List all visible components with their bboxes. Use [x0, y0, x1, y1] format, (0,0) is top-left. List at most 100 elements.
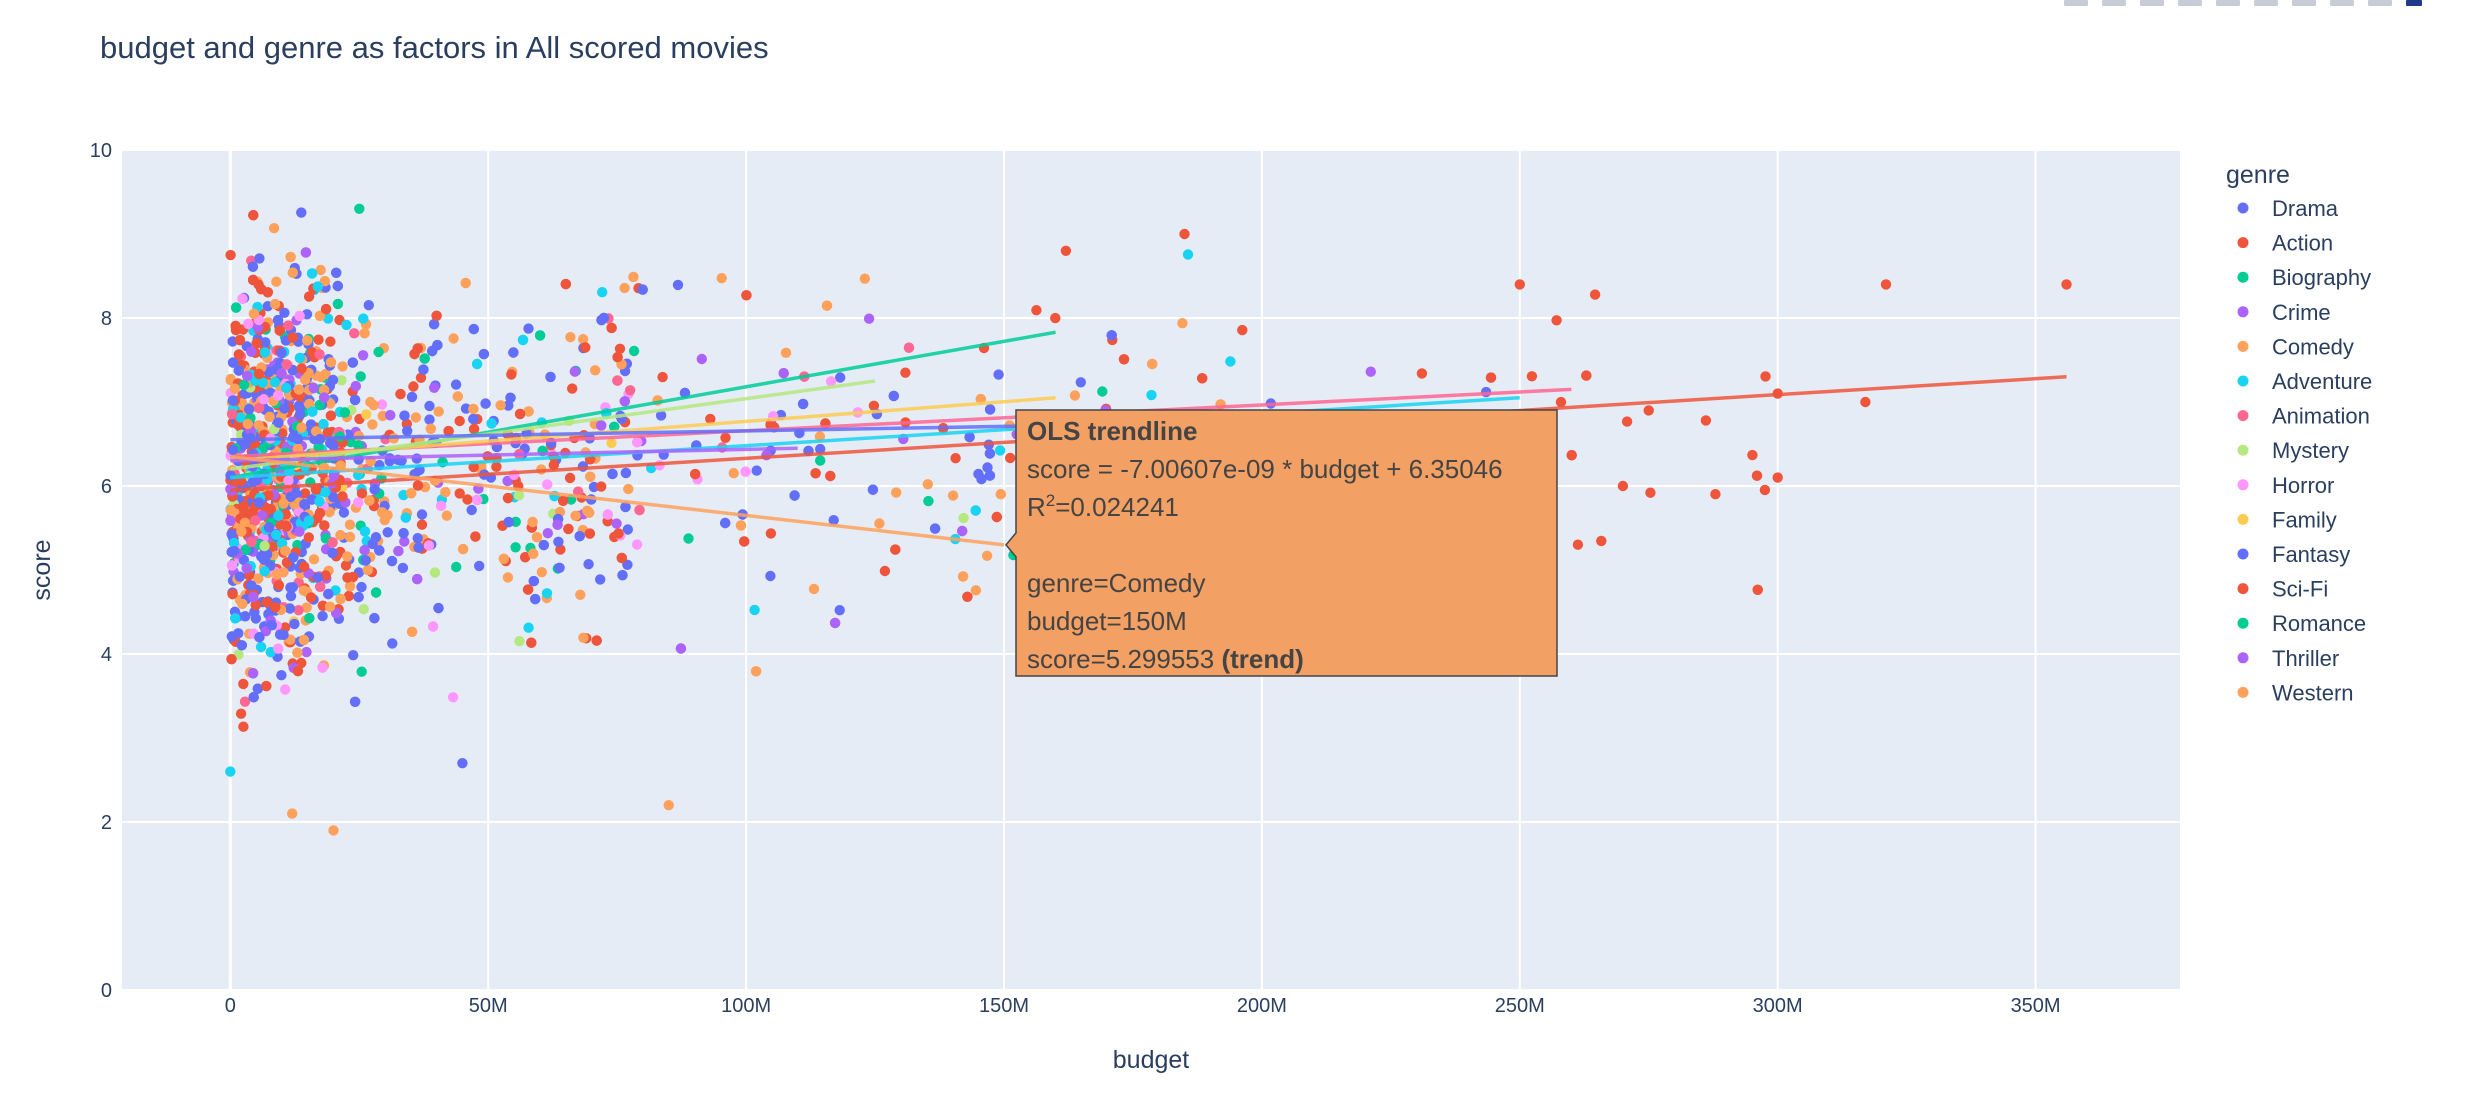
- data-point[interactable]: [387, 638, 398, 649]
- data-point[interactable]: [450, 379, 462, 390]
- data-point[interactable]: [271, 529, 282, 540]
- data-point[interactable]: [285, 251, 296, 263]
- data-point[interactable]: [628, 271, 639, 283]
- data-point[interactable]: [962, 591, 973, 602]
- data-point[interactable]: [319, 276, 331, 287]
- data-point[interactable]: [970, 505, 981, 516]
- data-point[interactable]: [293, 384, 305, 395]
- data-point[interactable]: [735, 520, 747, 531]
- data-point[interactable]: [305, 592, 317, 603]
- data-point[interactable]: [1747, 449, 1758, 461]
- data-point[interactable]: [527, 516, 538, 528]
- data-point[interactable]: [363, 300, 374, 311]
- data-point[interactable]: [313, 442, 324, 453]
- data-point[interactable]: [834, 605, 845, 616]
- data-point[interactable]: [1416, 368, 1428, 379]
- data-point[interactable]: [276, 347, 287, 358]
- data-point[interactable]: [542, 528, 553, 539]
- data-point[interactable]: [412, 573, 423, 585]
- data-point[interactable]: [1621, 416, 1633, 427]
- data-point[interactable]: [815, 443, 826, 455]
- data-point[interactable]: [353, 497, 364, 508]
- data-point[interactable]: [517, 334, 529, 346]
- data-point[interactable]: [530, 593, 541, 605]
- data-point[interactable]: [472, 494, 483, 506]
- data-point[interactable]: [950, 453, 961, 464]
- data-point[interactable]: [503, 400, 514, 411]
- data-point[interactable]: [349, 394, 361, 406]
- legend-marker[interactable]: [2237, 444, 2249, 456]
- data-point[interactable]: [314, 349, 325, 360]
- data-point[interactable]: [478, 348, 490, 360]
- data-point[interactable]: [859, 273, 870, 284]
- plotly-logo-icon[interactable]: [2406, 0, 2422, 6]
- data-point[interactable]: [356, 488, 368, 499]
- data-point[interactable]: [416, 519, 428, 530]
- data-point[interactable]: [1197, 373, 1208, 384]
- data-point[interactable]: [227, 357, 239, 368]
- data-point[interactable]: [300, 247, 312, 258]
- data-point[interactable]: [728, 468, 739, 479]
- data-point[interactable]: [285, 582, 296, 593]
- data-point[interactable]: [1617, 480, 1629, 492]
- data-point[interactable]: [591, 635, 602, 646]
- data-point[interactable]: [400, 512, 411, 523]
- data-point[interactable]: [308, 382, 319, 394]
- data-point[interactable]: [741, 290, 752, 301]
- data-point[interactable]: [1514, 279, 1526, 290]
- data-point[interactable]: [611, 518, 622, 529]
- data-point[interactable]: [995, 489, 1006, 500]
- data-point[interactable]: [740, 466, 751, 477]
- data-point[interactable]: [452, 391, 463, 402]
- data-point[interactable]: [356, 581, 367, 593]
- data-point[interactable]: [454, 488, 465, 499]
- data-point[interactable]: [315, 264, 326, 276]
- data-point[interactable]: [514, 408, 526, 420]
- data-point[interactable]: [393, 545, 404, 557]
- data-point[interactable]: [433, 406, 444, 417]
- data-point[interactable]: [416, 509, 428, 520]
- data-point[interactable]: [616, 552, 627, 564]
- data-point[interactable]: [359, 526, 371, 537]
- data-point[interactable]: [294, 310, 305, 322]
- data-point[interactable]: [432, 339, 443, 351]
- data-point[interactable]: [225, 505, 236, 516]
- data-point[interactable]: [1050, 312, 1061, 324]
- data-point[interactable]: [821, 300, 833, 311]
- data-point[interactable]: [248, 692, 259, 703]
- data-point[interactable]: [340, 560, 352, 571]
- data-point[interactable]: [331, 267, 342, 278]
- legend-item-comedy[interactable]: Comedy: [2272, 334, 2354, 359]
- data-point[interactable]: [577, 334, 589, 345]
- data-point[interactable]: [285, 491, 296, 503]
- data-point[interactable]: [508, 347, 519, 358]
- data-point[interactable]: [313, 334, 324, 345]
- data-point[interactable]: [1069, 390, 1081, 401]
- data-point[interactable]: [273, 643, 284, 654]
- data-point[interactable]: [258, 394, 269, 405]
- data-point[interactable]: [353, 591, 364, 603]
- data-point[interactable]: [227, 444, 239, 455]
- data-point[interactable]: [322, 313, 334, 324]
- data-point[interactable]: [1589, 289, 1601, 300]
- data-point[interactable]: [548, 459, 559, 471]
- data-point[interactable]: [341, 319, 352, 331]
- data-point[interactable]: [470, 531, 481, 542]
- data-point[interactable]: [655, 410, 667, 421]
- data-point[interactable]: [513, 490, 525, 501]
- data-point[interactable]: [1760, 371, 1771, 382]
- data-point[interactable]: [427, 621, 439, 632]
- data-point[interactable]: [314, 310, 326, 321]
- data-point[interactable]: [271, 569, 282, 580]
- data-point[interactable]: [433, 602, 444, 614]
- data-point[interactable]: [233, 365, 244, 376]
- data-point[interactable]: [398, 528, 409, 539]
- data-point[interactable]: [622, 524, 633, 535]
- data-point[interactable]: [613, 528, 624, 539]
- data-point[interactable]: [325, 410, 337, 421]
- data-point[interactable]: [491, 461, 502, 472]
- data-point[interactable]: [574, 531, 585, 542]
- data-point[interactable]: [264, 411, 275, 422]
- zoom-in-icon[interactable]: [2254, 0, 2278, 6]
- data-point[interactable]: [1880, 279, 1892, 290]
